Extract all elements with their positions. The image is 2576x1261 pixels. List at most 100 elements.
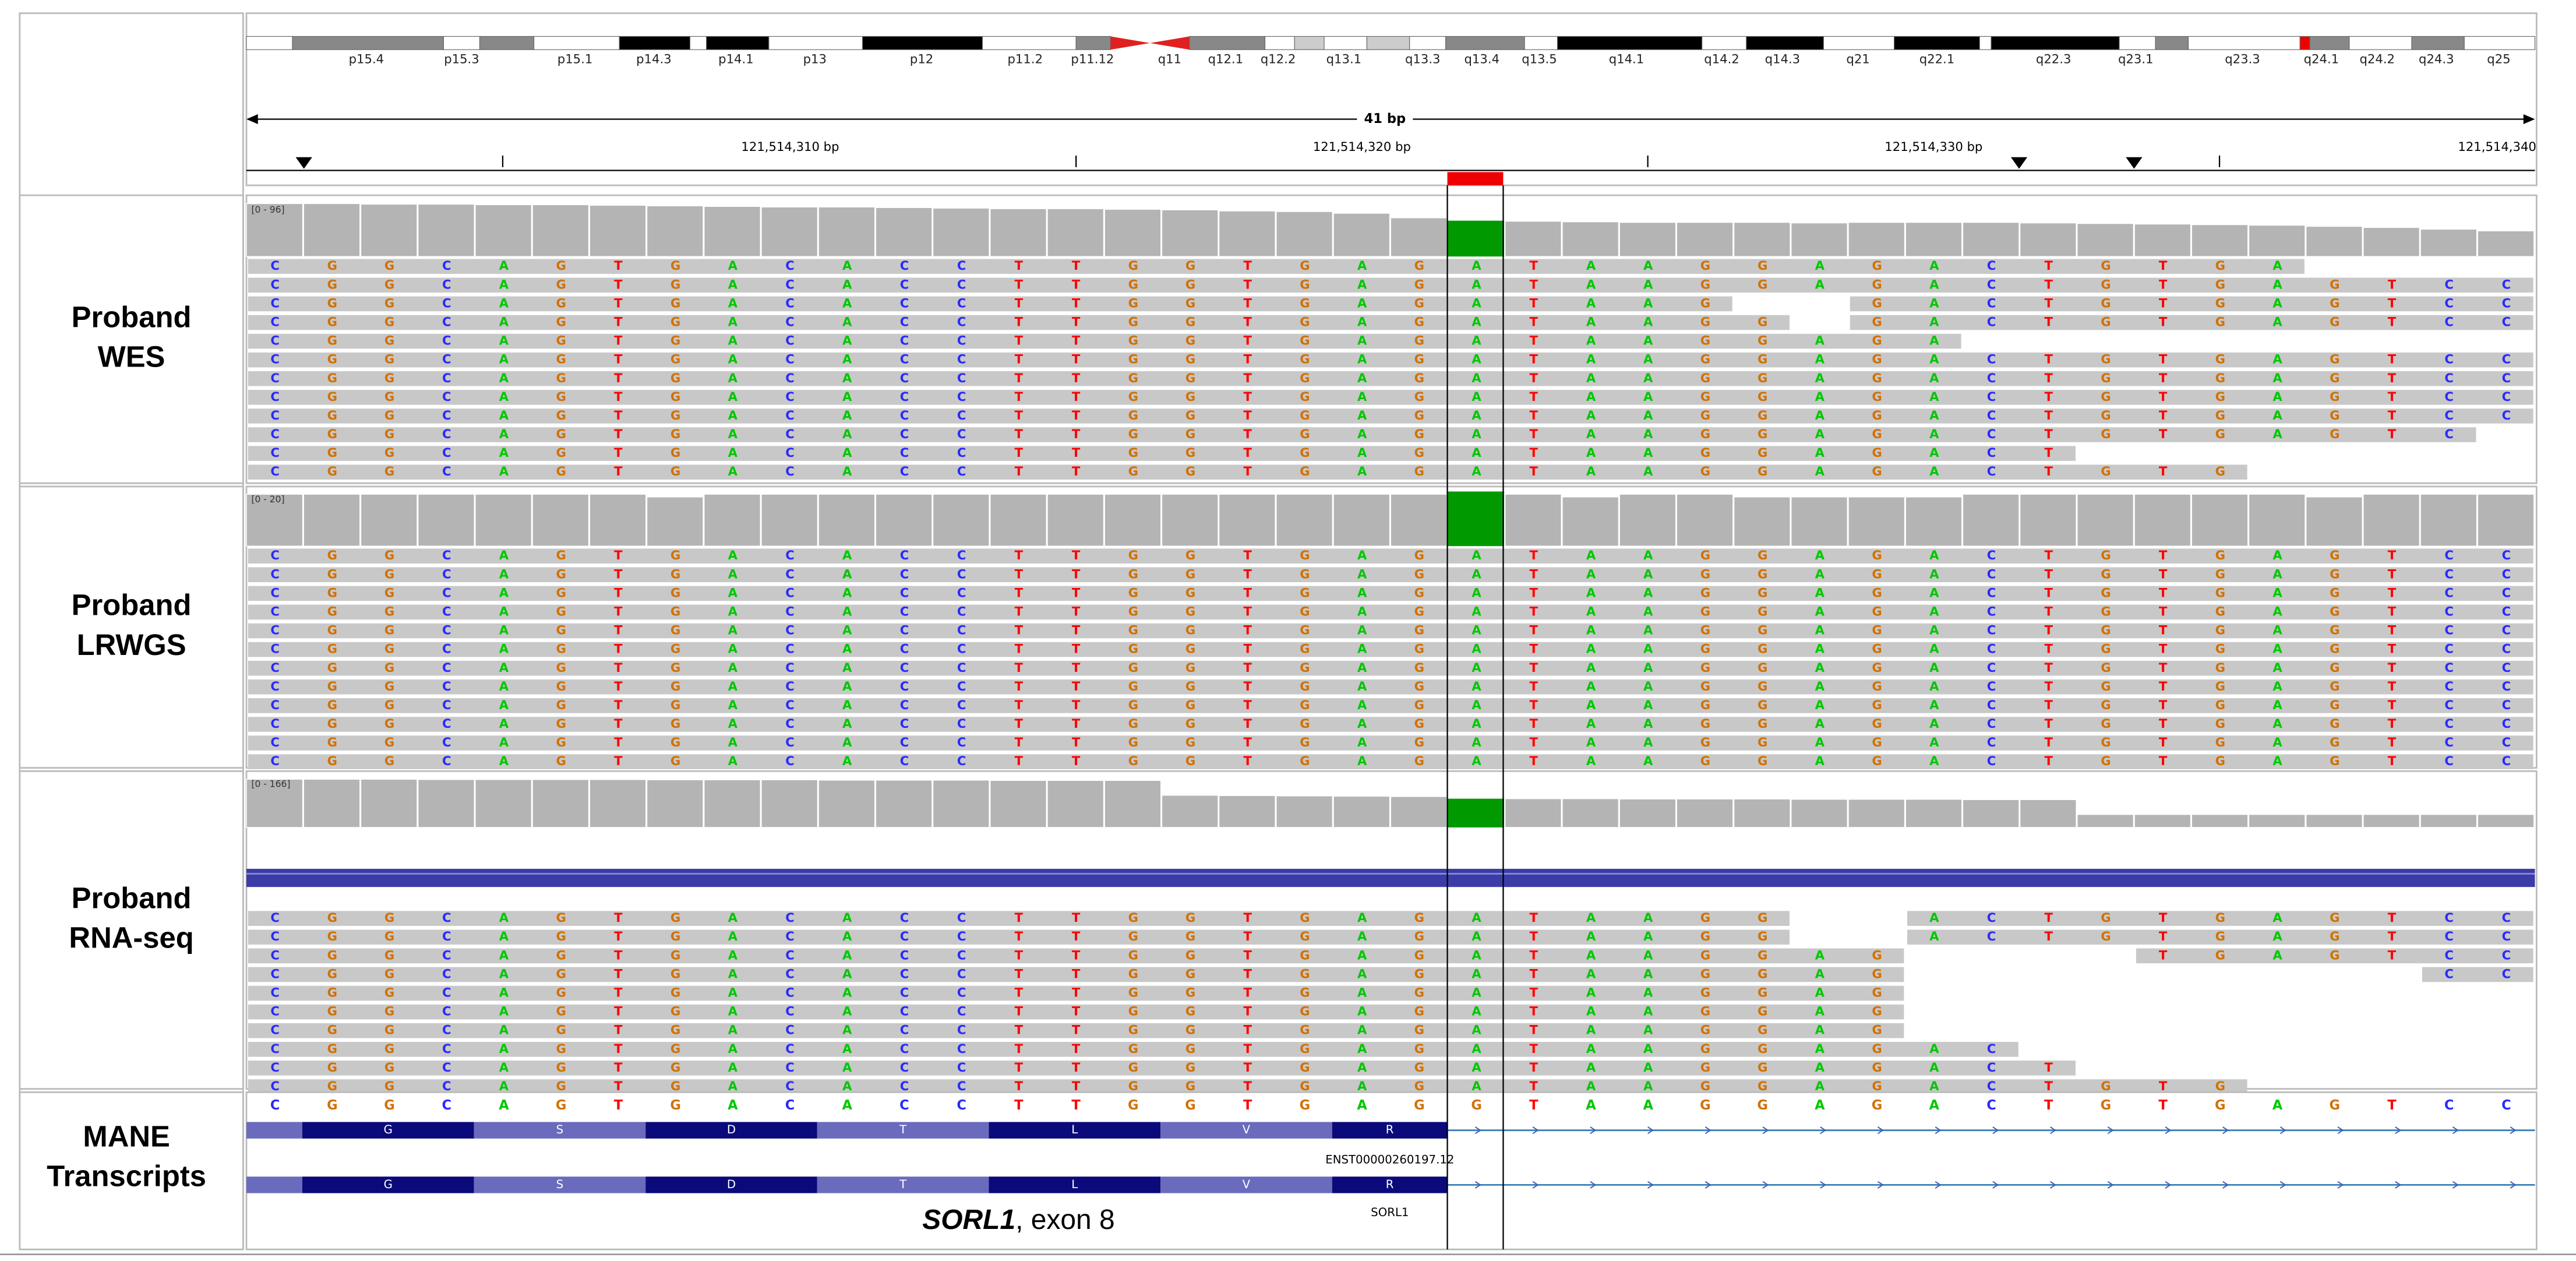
strand-arrow xyxy=(2395,1181,2402,1189)
strand-arrow xyxy=(1705,1181,1712,1189)
strand-arrow xyxy=(2222,1181,2229,1189)
coverage-bar xyxy=(417,779,475,828)
ideogram-band xyxy=(706,36,770,50)
read xyxy=(248,259,2305,274)
coverage-bar xyxy=(875,780,933,828)
coverage-bar xyxy=(2019,799,2077,828)
strand-arrow xyxy=(2337,1126,2344,1135)
codon xyxy=(1332,1177,1448,1193)
coverage-bar xyxy=(1161,209,1219,257)
ideogram-band xyxy=(689,36,707,50)
strand-arrow xyxy=(2107,1126,2114,1135)
track-panel xyxy=(19,770,244,1090)
amino-acid: V xyxy=(1243,1178,1251,1191)
coverage-bar xyxy=(1448,491,1504,547)
coverage-bar xyxy=(2077,494,2134,547)
strand-arrow xyxy=(2107,1181,2114,1189)
band-label: p14.1 xyxy=(718,52,754,66)
coverage-bar xyxy=(2134,223,2192,257)
coverage-bar xyxy=(246,203,304,257)
range-label: [0 - 166] xyxy=(251,779,290,790)
coverage-bar xyxy=(2248,813,2306,828)
range-label: [0 - 20] xyxy=(251,494,284,505)
gene-name: SORL1 xyxy=(1371,1206,1409,1219)
coverage-bar xyxy=(990,208,1047,257)
coverage-bar xyxy=(2019,222,2077,257)
read xyxy=(248,408,2533,424)
band-label: p14.3 xyxy=(636,52,672,66)
band-label: q24.3 xyxy=(2419,52,2454,66)
amino-acid: G xyxy=(384,1123,393,1136)
coverage-bar xyxy=(1333,494,1391,547)
ideogram-band xyxy=(1264,36,1295,50)
read xyxy=(248,929,1790,945)
arrow-head xyxy=(246,114,258,124)
band-label: q22.1 xyxy=(1919,52,1955,66)
coverage-bar xyxy=(990,494,1047,547)
codon xyxy=(817,1122,989,1139)
track-panel xyxy=(245,1091,2538,1251)
coverage-bar xyxy=(2363,227,2420,257)
coverage-bar xyxy=(360,779,418,828)
coverage-bar xyxy=(1619,494,1677,547)
band-label: q13.3 xyxy=(1405,52,1441,66)
ideogram-band xyxy=(1524,36,1558,50)
codon xyxy=(645,1177,817,1193)
coverage-bar xyxy=(875,207,933,257)
codon xyxy=(645,1122,817,1139)
strand-arrow xyxy=(1647,1181,1654,1189)
coverage-bar xyxy=(1276,795,1333,828)
read xyxy=(248,642,2533,657)
ideogram-band xyxy=(1324,36,1367,50)
strand-arrow xyxy=(2452,1126,2459,1135)
codon xyxy=(1332,1122,1448,1139)
coverage-bar xyxy=(303,779,361,828)
coverage-bar xyxy=(818,780,876,828)
band-label: p15.4 xyxy=(349,52,384,66)
read xyxy=(248,277,2533,293)
span-bg xyxy=(1357,109,1413,129)
coverage-bar xyxy=(2134,494,2192,547)
ideogram-band xyxy=(2349,36,2412,50)
strand-arrow xyxy=(2165,1181,2172,1189)
coverage-bar xyxy=(246,494,304,547)
coverage-bar xyxy=(2305,226,2363,257)
ideogram-band xyxy=(1702,36,1747,50)
codon xyxy=(989,1122,1161,1139)
strand-arrow xyxy=(1877,1181,1884,1189)
strand-arrow xyxy=(2279,1181,2286,1189)
band-label: q14.2 xyxy=(1704,52,1739,66)
track-label: Proband xyxy=(72,300,192,333)
coverage-bar xyxy=(2191,494,2249,547)
band-label: q13.4 xyxy=(1465,52,1500,66)
marker xyxy=(295,157,312,169)
coverage-bar xyxy=(2477,230,2535,257)
strand-arrow xyxy=(1935,1181,1942,1189)
coverage-bar xyxy=(646,205,704,257)
band-label: p12 xyxy=(910,52,933,66)
coverage-bar xyxy=(2248,494,2306,547)
ideogram-band xyxy=(2299,36,2310,50)
ideogram-band xyxy=(1445,36,1525,50)
strand-arrow xyxy=(1992,1181,1999,1189)
coverage-bar xyxy=(2420,228,2478,257)
codon xyxy=(1160,1177,1332,1193)
coverage-bar xyxy=(1218,494,1276,547)
coverage-bar xyxy=(1791,222,1848,257)
ideogram-band xyxy=(2187,36,2300,50)
coverage-bar xyxy=(704,779,761,828)
coverage-bar xyxy=(1848,221,1905,257)
coverage-bar xyxy=(1962,221,2020,257)
read xyxy=(248,735,2533,751)
coverage-bar xyxy=(1562,496,1619,547)
coverage-bar xyxy=(475,779,532,828)
